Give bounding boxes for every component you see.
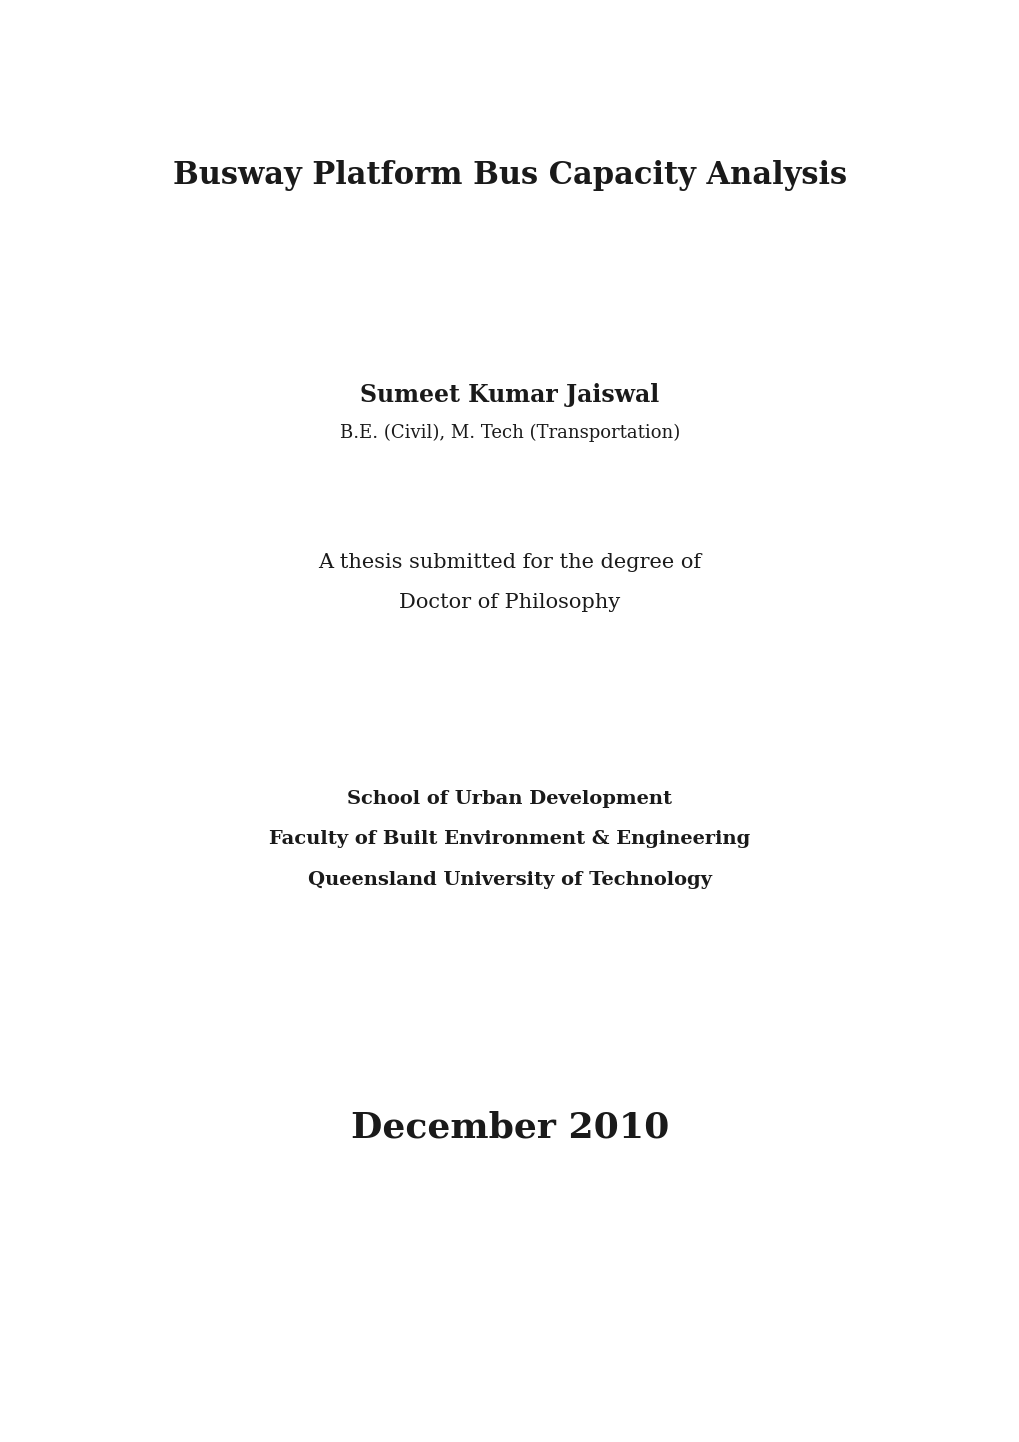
- Text: School of Urban Development: School of Urban Development: [347, 790, 672, 808]
- Text: A thesis submitted for the degree of: A thesis submitted for the degree of: [318, 552, 701, 572]
- Text: Busway Platform Bus Capacity Analysis: Busway Platform Bus Capacity Analysis: [173, 160, 846, 192]
- Text: Doctor of Philosophy: Doctor of Philosophy: [399, 593, 620, 613]
- Text: December 2010: December 2010: [351, 1110, 668, 1145]
- Text: Queensland University of Technology: Queensland University of Technology: [308, 871, 711, 888]
- Text: B.E. (Civil), M. Tech (Transportation): B.E. (Civil), M. Tech (Transportation): [339, 424, 680, 441]
- Text: Sumeet Kumar Jaiswal: Sumeet Kumar Jaiswal: [360, 384, 659, 407]
- Text: Faculty of Built Environment & Engineering: Faculty of Built Environment & Engineeri…: [269, 831, 750, 848]
